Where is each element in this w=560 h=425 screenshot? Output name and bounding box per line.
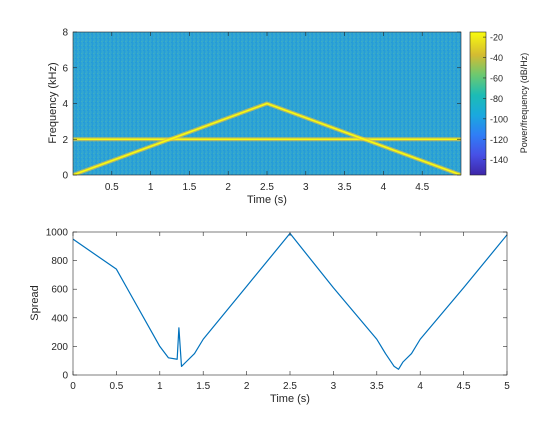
colorbar-tick-label: -20: [490, 33, 503, 43]
spread-ytick-label: 0: [62, 371, 68, 382]
spread-xlabel: Time (s): [270, 393, 310, 405]
spectrogram-ytick-label: 8: [62, 28, 68, 39]
spectrogram-tone-1: [73, 102, 461, 175]
colorbar-tick-label: -100: [490, 114, 508, 124]
spectrogram-xtick-label: 1.5: [182, 182, 196, 193]
colorbar-tick-label: -80: [490, 94, 503, 104]
colorbar-gradient: [469, 31, 487, 176]
colorbar-tick-label: -60: [490, 73, 503, 83]
spectrogram-ytick-label: 2: [62, 135, 68, 146]
spread-ytick-label: 800: [51, 256, 68, 267]
spread-series-line-0: [73, 232, 507, 370]
colorbar: -20 -40 -60 -80 -100 -120 -140 Power/frequency…: [469, 31, 529, 176]
spread-xtick-label: 4: [417, 381, 423, 392]
spread-xtick-label: 5: [504, 381, 510, 392]
spectrogram-xtick-label: 1: [148, 182, 154, 193]
spread-plot-area: [73, 232, 507, 375]
spread-xtick-label: 4.5: [457, 381, 471, 392]
spectrogram-axes: 0.5 1 1.5 2 2.5 3 3.5 4 4.5 0 2 4 6 8 Time (s) Frequ…: [47, 28, 462, 206]
spread-xtick-label: 2.5: [283, 381, 297, 392]
spread-xtick-label: 1.5: [196, 381, 210, 392]
colorbar-tick-label: -140: [490, 155, 508, 165]
spread-ylabel: Spread: [29, 285, 41, 320]
spread-ytick-label: 400: [51, 313, 68, 324]
spread-ytick-label: 600: [51, 285, 68, 296]
spread-frame: [72, 231, 508, 376]
spread-ytick-label: 200: [51, 342, 68, 353]
spread-xtick-label: 0.5: [109, 381, 123, 392]
spread-xtick-label: 3: [331, 381, 337, 392]
spectrogram-ytick-label: 6: [62, 63, 68, 74]
spread-axes: 0 0.5 1 1.5 2 2.5 3 3.5 4 4.5 5 02004006008001000 …: [29, 228, 510, 406]
colorbar-label: Power/frequency (dB/Hz): [519, 53, 529, 154]
spectrogram-xtick-label: 4.5: [415, 182, 429, 193]
spread-xtick-label: 0: [70, 381, 76, 392]
spectrogram-ytick-label: 4: [62, 99, 68, 110]
spread-xtick-label: 2: [244, 381, 250, 392]
spread-xtick-label: 1: [157, 381, 163, 392]
spectrogram-xtick-label: 0.5: [105, 182, 119, 193]
colorbar-tick-label: -120: [490, 135, 508, 145]
spectrogram-ylabel: Frequency (kHz): [47, 62, 59, 143]
spectrogram-xlabel: Time (s): [247, 194, 287, 206]
colorbar-tick-label: -40: [490, 53, 503, 63]
spectrogram-xtick-label: 4: [381, 182, 387, 193]
spectrogram-ytick-label: 0: [62, 171, 68, 182]
spectrogram-xtick-label: 3.5: [338, 182, 352, 193]
spectrogram-frame: [72, 31, 462, 176]
spread-ytick-label: 1000: [46, 228, 69, 239]
spread-xtick-label: 3.5: [370, 381, 384, 392]
spectrogram-xtick-label: 2: [225, 182, 231, 193]
spectrogram-xtick-label: 2.5: [260, 182, 274, 193]
spectrogram-xtick-label: 3: [303, 182, 309, 193]
